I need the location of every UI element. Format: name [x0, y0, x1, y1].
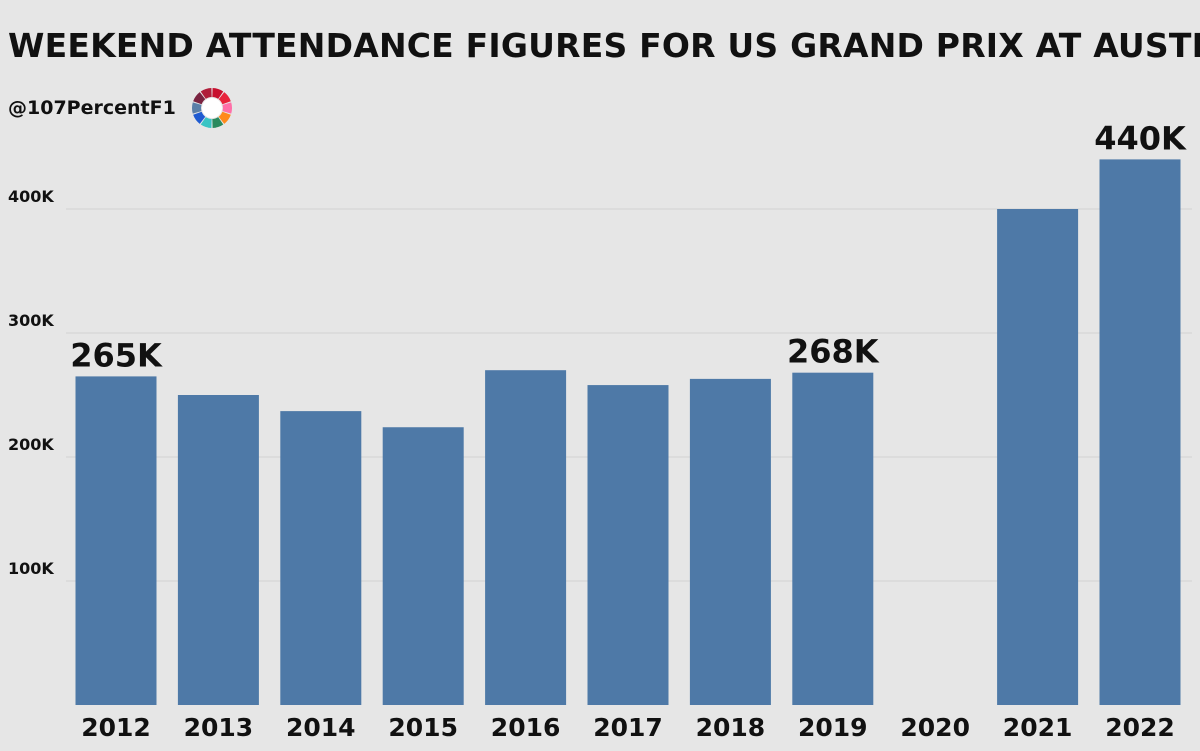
bar-2016	[485, 370, 567, 705]
y-tick-label: 400K	[8, 187, 54, 206]
bar-2021	[997, 209, 1079, 705]
bar-2017	[587, 385, 669, 705]
x-tick-label: 2017	[593, 713, 663, 742]
logo-center	[202, 98, 222, 118]
x-tick-label: 2016	[491, 713, 561, 742]
logo-segment	[218, 111, 231, 124]
logo-segment	[222, 102, 232, 114]
data-label: 265K	[70, 336, 163, 374]
logo-segment	[218, 92, 231, 105]
bar-2022	[1099, 159, 1181, 705]
bar-2018	[689, 378, 771, 705]
x-tick-label: 2018	[696, 713, 766, 742]
chart-title: WEEKEND ATTENDANCE FIGURES FOR US GRAND …	[8, 26, 1200, 65]
logo-segment	[200, 88, 212, 99]
x-tick-label: 2020	[900, 713, 970, 742]
x-tick-label: 2022	[1105, 713, 1175, 742]
y-tick-label: 100K	[8, 559, 54, 578]
ring-logo-icon	[192, 88, 232, 128]
logo-segment	[200, 117, 212, 128]
x-tick-label: 2014	[286, 713, 356, 742]
bar-2019	[792, 372, 874, 705]
logo-segment	[193, 111, 206, 124]
bar-2013	[177, 395, 259, 705]
x-tick-label: 2015	[388, 713, 458, 742]
bar-2012	[75, 376, 157, 705]
logo-segment	[193, 92, 206, 105]
y-tick-label: 300K	[8, 311, 54, 330]
x-tick-label: 2019	[798, 713, 868, 742]
x-tick-label: 2012	[81, 713, 151, 742]
data-label: 440K	[1094, 119, 1187, 157]
logo-segment	[212, 117, 224, 128]
x-tick-label: 2021	[1003, 713, 1073, 742]
x-tick-label: 2013	[184, 713, 254, 742]
bar-2015	[382, 427, 464, 705]
data-label: 268K	[787, 333, 880, 371]
author-handle: @107PercentF1	[8, 97, 176, 119]
bar-2014	[280, 411, 362, 705]
logo-segment	[192, 102, 202, 114]
y-tick-label: 200K	[8, 435, 54, 454]
logo-segment	[212, 88, 224, 99]
